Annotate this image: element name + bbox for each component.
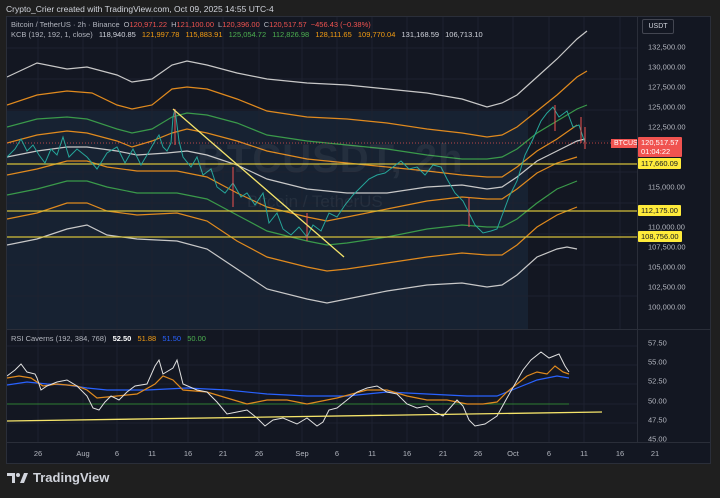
rsi-tick: 47.50 — [648, 415, 667, 425]
kcb-legend[interactable]: KCB (192, 192, 1, close) 118,940.85 121,… — [11, 30, 487, 39]
watermark-desc: Bitcoin / TetherUS — [247, 192, 383, 211]
low-label: L — [218, 20, 223, 29]
price-axis[interactable]: USDT 132,500.00 130,000.00 127,500.00 12… — [637, 17, 711, 444]
price-tick: 130,000.00 — [648, 62, 686, 72]
price-pane[interactable]: BTCUSDT, 2h Bitcoin / TetherUS Bitcoin /… — [7, 17, 637, 329]
kcb-value: 112,826.98 — [272, 30, 310, 39]
rsi-tick: 57.50 — [648, 338, 667, 348]
time-tick: 11 — [368, 449, 376, 458]
symbol-price-tag: BTCUSDT — [611, 139, 637, 148]
last-price-tag: 120,517.57 01:04:22 — [638, 137, 682, 157]
price-tick: 110,000.00 — [648, 222, 685, 232]
rsi-tick: 55.00 — [648, 357, 667, 367]
kcb-value: 131,168.59 — [401, 30, 440, 39]
last-price: 120,517.57 — [641, 138, 679, 147]
symbol-description: Bitcoin / TetherUS · 2h · Binance — [11, 20, 120, 29]
watermark-symbol: BTCUSDT, 2h — [197, 137, 464, 181]
rsi-name: RSI Caverns (192, 384, 768) — [11, 334, 107, 343]
rsi-tick: 52.50 — [648, 376, 667, 386]
time-tick: 21 — [218, 449, 228, 458]
time-tick: 6 — [114, 449, 120, 458]
tradingview-brand-text: TradingView — [33, 470, 110, 485]
level-tag: 108,756.00 — [638, 231, 682, 242]
price-tick: 102,500.00 — [648, 282, 686, 292]
kcb-value: 115,883.91 — [185, 30, 223, 39]
rsi-value-1: 52.50 — [112, 334, 132, 343]
time-tick: 26 — [473, 449, 483, 458]
price-tick: 122,500.00 — [648, 122, 686, 132]
pane-separator[interactable] — [7, 329, 710, 330]
time-tick: 11 — [148, 449, 156, 458]
currency-button[interactable]: USDT — [642, 19, 674, 34]
kcb-value: 118,940.85 — [98, 30, 136, 39]
time-tick: 16 — [615, 449, 625, 458]
time-tick: Aug — [76, 449, 90, 458]
high-label: H — [171, 20, 177, 29]
time-tick: 26 — [33, 449, 43, 458]
kcb-value: 128,111.65 — [315, 30, 352, 39]
low-value: 120,396.00 — [222, 20, 260, 29]
level-tag: 117,660.09 — [638, 158, 681, 169]
price-plot — [7, 17, 637, 329]
bar-countdown: 01:04:22 — [641, 147, 671, 156]
price-tick: 100,000.00 — [648, 302, 686, 312]
kcb-value: 109,770.04 — [357, 30, 396, 39]
price-tick: 105,000.00 — [648, 262, 686, 272]
price-tick: 107,500.00 — [648, 242, 686, 252]
time-tick: 16 — [402, 449, 412, 458]
rsi-tick: 50.00 — [648, 396, 667, 406]
open-label: O — [123, 20, 130, 29]
rsi-legend[interactable]: RSI Caverns (192, 384, 768) 52.50 51.88 … — [11, 334, 210, 343]
symbol-legend[interactable]: Bitcoin / TetherUS · 2h · Binance O120,97… — [11, 20, 375, 29]
price-tick: 127,500.00 — [648, 82, 686, 92]
time-tick: 6 — [334, 449, 340, 458]
time-tick: Sep — [295, 449, 309, 458]
price-tick: 125,000.00 — [648, 102, 686, 112]
close-value: 120,517.57 — [269, 20, 307, 29]
rsi-tick: 45.00 — [648, 434, 667, 444]
kcb-value: 125,054.72 — [228, 30, 267, 39]
price-tick: 132,500.00 — [648, 42, 686, 52]
chart-credit: Crypto_Crier created with TradingView.co… — [6, 4, 274, 14]
close-label: C — [263, 20, 270, 29]
chart-frame: BTCUSDT, 2h Bitcoin / TetherUS Bitcoin /… — [6, 16, 711, 464]
tradingview-logo: TradingView — [7, 470, 109, 485]
time-tick: 21 — [650, 449, 660, 458]
time-tick: 6 — [546, 449, 552, 458]
tradingview-logo-icon — [7, 472, 28, 483]
rsi-value-2: 51.88 — [137, 334, 157, 343]
time-tick: 16 — [183, 449, 193, 458]
open-value: 120,971.22 — [129, 20, 168, 29]
level-tag: 112,175.00 — [638, 205, 681, 216]
time-tick: 26 — [254, 449, 264, 458]
high-value: 121,100.00 — [176, 20, 215, 29]
change-value: −456.43 (−0.38%) — [310, 20, 371, 29]
price-tick: 115,000.00 — [648, 182, 685, 192]
kcb-value: 121,997.78 — [141, 30, 180, 39]
kcb-value: 106,713.10 — [445, 30, 483, 39]
rsi-value-4: 50.00 — [187, 334, 206, 343]
rsi-pane[interactable]: RSI Caverns (192, 384, 768) 52.50 51.88 … — [7, 330, 637, 442]
rsi-value-3: 51.50 — [162, 334, 182, 343]
time-tick: Oct — [507, 449, 519, 458]
time-axis[interactable]: 26 Aug 6 11 16 21 26 Sep 6 11 16 21 26 O… — [7, 442, 710, 465]
time-tick: 11 — [580, 449, 588, 458]
time-tick: 21 — [438, 449, 448, 458]
rsi-plot — [7, 330, 637, 442]
kcb-name: KCB (192, 192, 1, close) — [11, 30, 93, 39]
